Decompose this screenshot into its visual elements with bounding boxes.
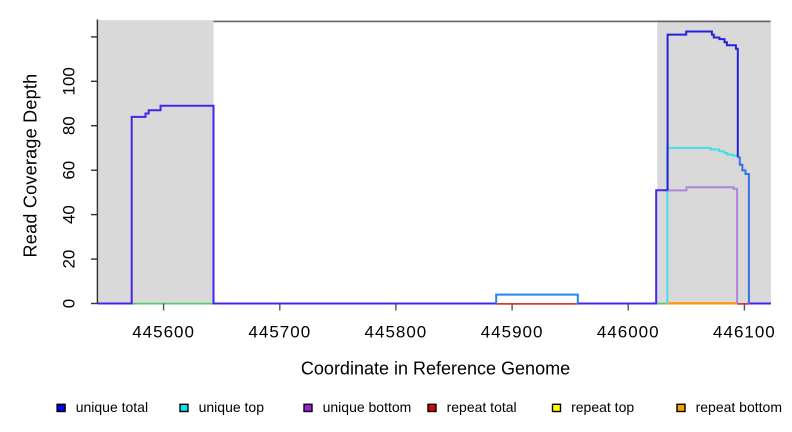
svg-text:unique total: unique total (76, 399, 148, 415)
svg-text:unique bottom: unique bottom (323, 399, 412, 415)
svg-text:repeat bottom: repeat bottom (696, 399, 782, 415)
svg-text:Read Coverage Depth: Read Coverage Depth (20, 74, 40, 258)
svg-text:446100: 446100 (713, 323, 776, 342)
svg-text:445800: 445800 (365, 323, 428, 342)
svg-text:445700: 445700 (248, 323, 311, 342)
svg-text:445600: 445600 (132, 323, 195, 342)
svg-text:445900: 445900 (481, 323, 544, 342)
svg-text:Coordinate in Reference Genome: Coordinate in Reference Genome (301, 359, 570, 379)
svg-text:repeat top: repeat top (571, 399, 634, 415)
svg-text:100: 100 (60, 67, 79, 95)
svg-text:446000: 446000 (597, 323, 660, 342)
svg-text:20: 20 (60, 250, 79, 269)
svg-text:80: 80 (60, 116, 79, 135)
svg-text:40: 40 (60, 205, 79, 224)
svg-text:60: 60 (60, 161, 79, 180)
svg-text:unique top: unique top (199, 399, 265, 415)
svg-text:repeat total: repeat total (447, 399, 517, 415)
svg-text:0: 0 (60, 299, 79, 308)
